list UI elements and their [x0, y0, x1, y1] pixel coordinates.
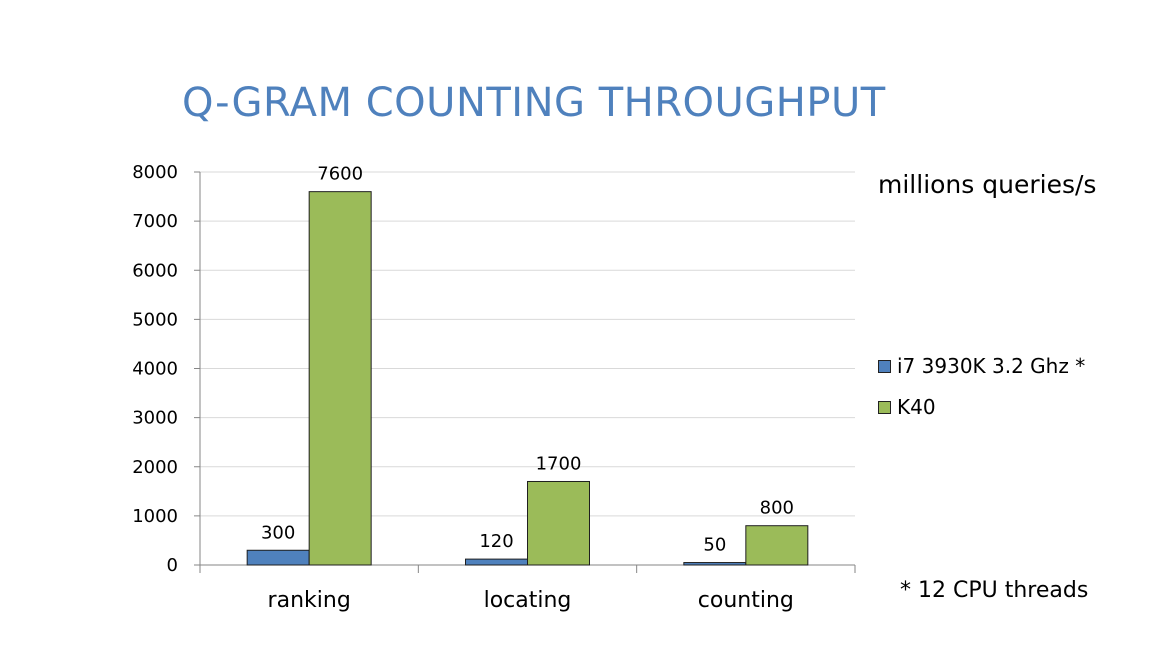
chart-title: Q-GRAM COUNTING THROUGHPUT [182, 80, 886, 126]
y-tick-label: 2000 [132, 457, 178, 478]
y-tick-label: 4000 [132, 359, 178, 380]
y-tick-label: 6000 [132, 260, 178, 281]
y-tick-label: 7000 [132, 211, 178, 232]
bar-i7-locating [465, 558, 528, 566]
legend-swatch-k40 [878, 400, 891, 414]
data-label-i7-ranking: 300 [261, 522, 295, 543]
legend-label-i7: i7 3930K 3.2 Ghz * [897, 354, 1086, 378]
y-tick-label: 3000 [132, 408, 178, 429]
legend: i7 3930K 3.2 Ghz * K40 [878, 354, 1085, 436]
data-label-k40-locating: 1700 [536, 453, 582, 474]
y-tick-label: 1000 [132, 506, 178, 527]
bar-k40-ranking [308, 191, 372, 566]
bar-k40-counting [745, 525, 809, 566]
data-label-i7-counting: 50 [703, 535, 726, 556]
unit-label: millions queries/s [878, 170, 1097, 199]
y-tick-label: 5000 [132, 309, 178, 330]
legend-item-i7: i7 3930K 3.2 Ghz * [878, 354, 1085, 378]
y-tick-label: 0 [167, 555, 178, 576]
x-category-label: ranking [268, 588, 351, 613]
legend-label-k40: K40 [897, 395, 936, 419]
bar-i7-counting [683, 562, 747, 566]
y-tick-label: 8000 [132, 162, 178, 183]
data-label-k40-counting: 800 [760, 498, 794, 519]
legend-item-k40: K40 [878, 395, 1085, 419]
bar-i7-ranking [246, 549, 310, 566]
data-label-k40-ranking: 7600 [317, 164, 363, 185]
footnote: * 12 CPU threads [900, 578, 1089, 603]
bar-k40-locating [527, 480, 590, 566]
legend-swatch-i7 [878, 359, 891, 373]
data-label-i7-locating: 120 [479, 531, 513, 552]
x-category-label: counting [698, 588, 794, 613]
x-category-label: locating [484, 588, 572, 613]
